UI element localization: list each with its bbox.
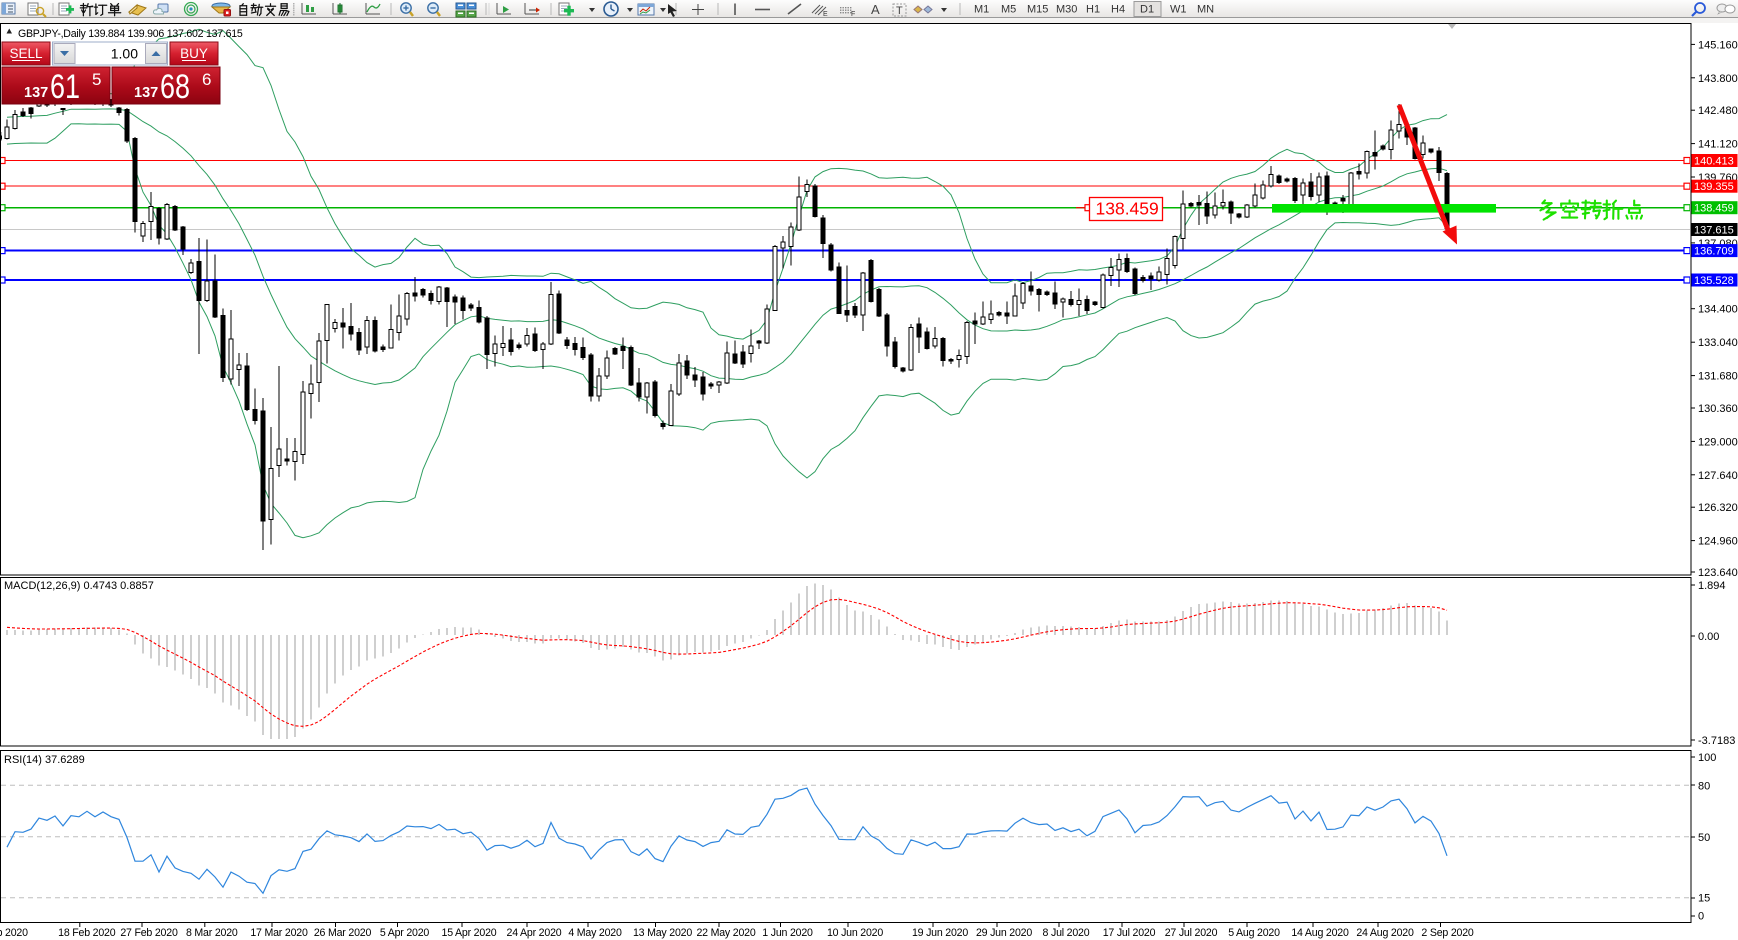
svg-text:138.459: 138.459 <box>1694 203 1734 215</box>
svg-text:D1: D1 <box>1140 4 1154 16</box>
svg-text:26 Mar 2020: 26 Mar 2020 <box>314 927 372 939</box>
svg-text:137: 137 <box>24 85 48 101</box>
svg-text:18 Feb 2020: 18 Feb 2020 <box>58 927 116 939</box>
svg-text:145.160: 145.160 <box>1698 39 1738 51</box>
svg-text:27 Jul 2020: 27 Jul 2020 <box>1165 927 1218 939</box>
svg-text:140.413: 140.413 <box>1694 156 1734 168</box>
svg-text:136.709: 136.709 <box>1694 246 1734 258</box>
svg-text:M1: M1 <box>974 4 989 16</box>
svg-text:MN: MN <box>1197 4 1214 16</box>
svg-text:6: 6 <box>202 70 211 89</box>
svg-text:22 May 2020: 22 May 2020 <box>696 927 755 939</box>
svg-text:137: 137 <box>134 85 158 101</box>
svg-text:135.528: 135.528 <box>1694 275 1734 287</box>
svg-text:131.680: 131.680 <box>1698 371 1738 383</box>
svg-text:10 Jun 2020: 10 Jun 2020 <box>827 927 883 939</box>
svg-text:19 Jun 2020: 19 Jun 2020 <box>912 927 968 939</box>
svg-text:5 Aug 2020: 5 Aug 2020 <box>1228 927 1280 939</box>
svg-text:1.894: 1.894 <box>1698 580 1726 592</box>
svg-text:80: 80 <box>1698 780 1710 792</box>
svg-text:8 Jul 2020: 8 Jul 2020 <box>1043 927 1090 939</box>
svg-text:14 Aug 2020: 14 Aug 2020 <box>1291 927 1349 939</box>
svg-text:13 May 2020: 13 May 2020 <box>633 927 692 939</box>
svg-text:W1: W1 <box>1170 4 1187 16</box>
svg-text:1 Jun 2020: 1 Jun 2020 <box>762 927 813 939</box>
svg-text:29 Jun 2020: 29 Jun 2020 <box>976 927 1032 939</box>
svg-text:17 Jul 2020: 17 Jul 2020 <box>1103 927 1156 939</box>
svg-text:24 Apr 2020: 24 Apr 2020 <box>507 927 562 939</box>
svg-text:15: 15 <box>1698 893 1710 905</box>
svg-text:0: 0 <box>1698 911 1704 923</box>
svg-text:123.640: 123.640 <box>1698 567 1738 579</box>
svg-text:141.120: 141.120 <box>1698 139 1738 151</box>
svg-text:BUY: BUY <box>180 46 208 61</box>
svg-text:2 Sep 2020: 2 Sep 2020 <box>1421 927 1474 939</box>
svg-text:68: 68 <box>160 68 190 106</box>
svg-text:GBPJPY-,Daily 139.884 139.906: GBPJPY-,Daily 139.884 139.906 137.602 13… <box>18 28 243 40</box>
svg-text:142.480: 142.480 <box>1698 105 1738 117</box>
svg-text:E: E <box>823 11 828 18</box>
svg-text:5: 5 <box>92 70 101 89</box>
svg-text:17 Mar 2020: 17 Mar 2020 <box>250 927 308 939</box>
svg-text:1.00: 1.00 <box>111 46 138 62</box>
svg-text:15 Apr 2020: 15 Apr 2020 <box>442 927 497 939</box>
svg-text:138.459: 138.459 <box>1096 199 1159 219</box>
svg-text:SELL: SELL <box>9 46 43 61</box>
svg-text:133.040: 133.040 <box>1698 337 1738 349</box>
svg-text:130.360: 130.360 <box>1698 403 1738 415</box>
svg-text:100: 100 <box>1698 752 1716 764</box>
svg-text:129.000: 129.000 <box>1698 436 1738 448</box>
svg-text:0.00: 0.00 <box>1698 631 1719 643</box>
svg-text:50: 50 <box>1698 832 1710 844</box>
svg-text:RSI(14) 37.6289: RSI(14) 37.6289 <box>4 754 85 766</box>
svg-text:143.800: 143.800 <box>1698 73 1738 85</box>
svg-text:126.320: 126.320 <box>1698 502 1738 514</box>
svg-text:127.640: 127.640 <box>1698 470 1738 482</box>
svg-text:27 Feb 2020: 27 Feb 2020 <box>120 927 178 939</box>
svg-text:H4: H4 <box>1111 4 1125 16</box>
svg-text:9 Feb 2020: 9 Feb 2020 <box>0 927 28 939</box>
svg-text:4 May 2020: 4 May 2020 <box>568 927 622 939</box>
svg-text:124.960: 124.960 <box>1698 536 1738 548</box>
svg-text:134.400: 134.400 <box>1698 304 1738 316</box>
svg-text:MACD(12,26,9) 0.4743 0.8857: MACD(12,26,9) 0.4743 0.8857 <box>4 580 154 592</box>
svg-text:M15: M15 <box>1027 4 1048 16</box>
svg-text:139.355: 139.355 <box>1694 181 1734 193</box>
svg-text:8 Mar 2020: 8 Mar 2020 <box>186 927 238 939</box>
svg-text:M5: M5 <box>1001 4 1016 16</box>
svg-text:H1: H1 <box>1086 4 1100 16</box>
svg-text:137.615: 137.615 <box>1694 225 1734 237</box>
svg-text:M30: M30 <box>1056 4 1077 16</box>
svg-text:F: F <box>851 11 855 18</box>
svg-text:61: 61 <box>50 68 80 106</box>
svg-text:5 Apr 2020: 5 Apr 2020 <box>380 927 430 939</box>
svg-text:T: T <box>896 5 903 17</box>
svg-text:24 Aug 2020: 24 Aug 2020 <box>1356 927 1414 939</box>
svg-text:-3.7183: -3.7183 <box>1698 735 1735 747</box>
svg-text:A: A <box>871 2 880 17</box>
